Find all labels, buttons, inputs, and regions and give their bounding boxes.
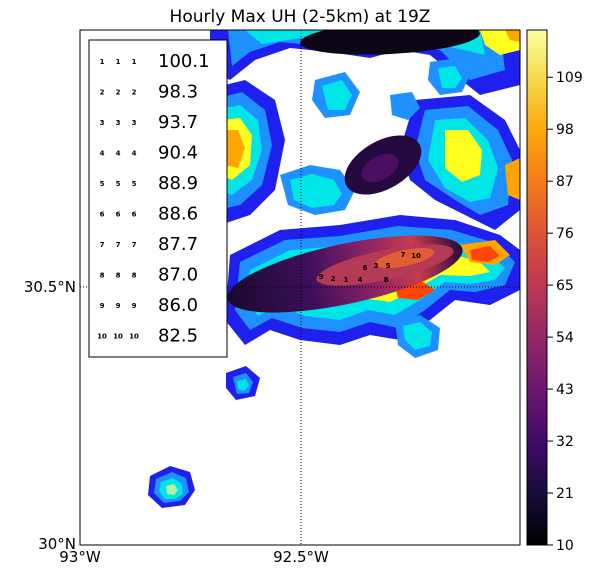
- legend-entry: 3 3 3 93.7: [100, 112, 199, 133]
- legend-rank-marker: 5: [116, 180, 121, 188]
- legend-rank-marker: 1: [132, 58, 137, 66]
- legend-rank-marker: 7: [100, 241, 105, 249]
- legend-rank-marker: 3: [116, 119, 121, 127]
- contour-blob-center-inner: [290, 174, 342, 208]
- colorbar-tick-label: 87: [556, 174, 574, 190]
- storm-rank-marker: 9: [319, 273, 324, 281]
- contour-blob-small: [390, 92, 420, 120]
- legend-rank-marker: 5: [132, 180, 137, 188]
- plot-frame: [79, 29, 521, 546]
- legend-entry: 10 10 10 82.5: [97, 326, 198, 347]
- legend-box: [88, 39, 228, 358]
- legend-rank-marker: 6: [116, 211, 121, 219]
- legend-rank-marker: 3: [132, 119, 137, 127]
- contour-blob-lower-inner: [403, 322, 432, 350]
- legend-entry: 6 6 6 88.6: [100, 204, 199, 225]
- legend-rank-marker: 9: [100, 302, 105, 310]
- colorbar-tick-label: 21: [556, 486, 574, 502]
- storm-rank-marker: 7: [401, 251, 406, 259]
- colorbar-tick-label: 98: [556, 122, 574, 138]
- uh-swath-field: [227, 30, 480, 313]
- legend-rank-marker: 10: [129, 333, 139, 341]
- legend-rank-marker: 10: [97, 333, 107, 341]
- legend-entry: 1 1 1 100.1: [100, 51, 210, 72]
- legend-value: 87.7: [158, 234, 198, 255]
- contour-right-yellow: [445, 130, 482, 182]
- legend-rank-marker: 1: [116, 58, 121, 66]
- y-tick-label-30N: 30°N: [38, 535, 76, 553]
- contour-blob-ne-inner: [438, 66, 462, 88]
- legend-rank-marker: 9: [116, 302, 121, 310]
- legend-rank-marker: 8: [100, 272, 105, 280]
- contour-blob-sw1-core: [237, 379, 249, 391]
- storm-rank-marker: 2: [331, 275, 336, 283]
- contour-blob-sw2-yellow: [166, 484, 178, 495]
- contour-storm-red2: [470, 246, 500, 262]
- legend-value: 88.6: [158, 204, 198, 225]
- legend-rank-marker: 4: [132, 150, 137, 158]
- legend-rank-marker: 4: [116, 150, 121, 158]
- legend-rank-marker: 7: [116, 241, 121, 249]
- legend-entry: 7 7 7 87.7: [100, 234, 199, 255]
- colorbar-tick-label: 32: [556, 434, 574, 450]
- x-tick-label-92.5W: 92.5°W: [273, 548, 329, 566]
- uh-swath-main-hot: [375, 247, 435, 269]
- storm-rank-marker: 6: [363, 264, 368, 272]
- storm-rank-marker: 3: [374, 262, 379, 270]
- chart-title: Hourly Max UH (2-5km) at 19Z: [170, 7, 431, 27]
- storm-rank-marker: 10: [411, 252, 421, 260]
- legend-entry: 2 2 2 98.3: [100, 82, 199, 103]
- legend-value: 98.3: [158, 82, 198, 103]
- contour-blob-mid-inner: [322, 80, 352, 110]
- contour-orange: [505, 30, 520, 42]
- colorbar-tick-label: 109: [556, 70, 583, 86]
- colorbar-tick-label: 54: [556, 330, 574, 346]
- uh-swath-mid-core: [361, 153, 399, 183]
- colorbar-tick-label: 43: [556, 382, 574, 398]
- colorbar-tick-label: 76: [556, 226, 574, 242]
- legend-entry: 9 9 9 86.0: [100, 295, 199, 316]
- uh-swath-north: [300, 30, 480, 55]
- legend-rank-marker: 6: [132, 211, 137, 219]
- legend-value: 86.0: [158, 295, 198, 316]
- legend-rank-marker: 7: [132, 241, 137, 249]
- legend-rank-marker: 3: [100, 119, 105, 127]
- legend-value: 100.1: [158, 51, 210, 72]
- legend-rank-marker: 2: [100, 89, 105, 97]
- colorbar: 10 21 32 43 54 65 76 87 98 109: [526, 29, 583, 554]
- legend-rank-marker: 5: [100, 180, 105, 188]
- legend-entry: 5 5 5 88.9: [100, 173, 199, 194]
- storm-rank-marker: 4: [358, 276, 363, 284]
- legend-rank-marker: 6: [100, 211, 105, 219]
- legend-value: 93.7: [158, 112, 198, 133]
- legend-value: 82.5: [158, 326, 198, 347]
- colorbar-tick-label: 65: [556, 278, 574, 294]
- legend-value: 88.9: [158, 173, 198, 194]
- legend-rank-marker: 1: [100, 58, 105, 66]
- legend-rank-marker: 8: [132, 272, 137, 280]
- legend: 1 1 1 100.1 2 2 2 98.3 3 3 3 93.7 4 4 4 90.4 5 5 5 88.9 6 6 6 8…: [88, 39, 228, 358]
- colorbar-tick-label: 10: [556, 538, 574, 554]
- legend-rank-marker: 10: [113, 333, 123, 341]
- contour-right-orange: [505, 158, 520, 200]
- legend-entry: 4 4 4 90.4: [100, 143, 199, 164]
- legend-rank-marker: 2: [132, 89, 137, 97]
- legend-rank-marker: 4: [100, 150, 105, 158]
- legend-value: 90.4: [158, 143, 198, 164]
- legend-rank-marker: 9: [132, 302, 137, 310]
- y-tick-label-30.5N: 30.5°N: [24, 278, 76, 296]
- legend-rank-marker: 8: [116, 272, 121, 280]
- x-tick-label-93W: 93°W: [59, 548, 101, 566]
- storm-rank-marker: 8: [384, 276, 389, 284]
- legend-entry: 8 8 8 87.0: [100, 265, 199, 286]
- legend-value: 87.0: [158, 265, 198, 286]
- rank-markers: 9 2 1 46 3 5 7 10 8: [319, 251, 421, 284]
- colorbar-gradient: [526, 29, 548, 546]
- legend-rank-marker: 2: [116, 89, 121, 97]
- storm-rank-marker: 5: [386, 262, 391, 270]
- contour-left-orange: [222, 130, 245, 168]
- storm-rank-marker: 1: [344, 276, 349, 284]
